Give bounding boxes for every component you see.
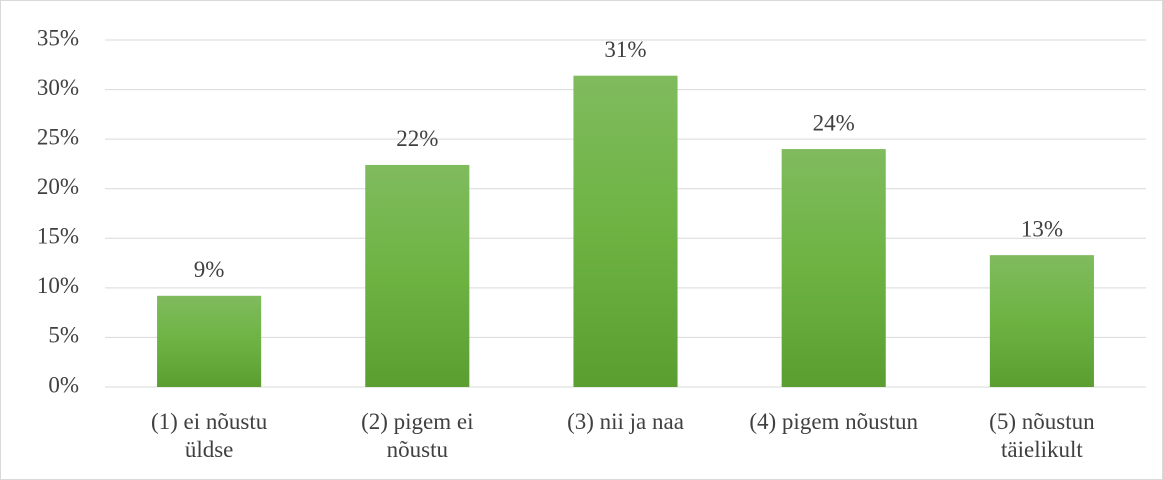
y-tick-label: 30% [37, 75, 79, 100]
x-tick-label: (1) ei nõustu üldse [150, 409, 268, 462]
x-tick-label: (2) pigem ei nõustu [361, 409, 474, 462]
y-tick-label: 20% [37, 174, 79, 199]
bar [781, 149, 886, 387]
data-label: 31% [604, 37, 646, 62]
x-tick-label: (5) nõustun täielikult [989, 409, 1095, 462]
data-label: 13% [1021, 216, 1063, 241]
data-label: 9% [194, 257, 225, 282]
y-tick-label: 10% [37, 273, 79, 298]
data-label: 22% [396, 126, 438, 151]
bar [157, 295, 262, 387]
x-tick-label: (4) pigem nõustun [749, 409, 919, 434]
data-label: 24% [813, 110, 855, 135]
y-tick-label: 15% [37, 224, 79, 249]
bar [365, 164, 470, 387]
bar [573, 75, 678, 387]
y-tick-label: 0% [48, 372, 79, 397]
y-tick-label: 35% [37, 25, 79, 50]
x-tick-label: (3) nii ja naa [567, 409, 684, 434]
y-tick-label: 25% [37, 124, 79, 149]
y-tick-label: 5% [48, 323, 79, 348]
bar [989, 255, 1094, 387]
